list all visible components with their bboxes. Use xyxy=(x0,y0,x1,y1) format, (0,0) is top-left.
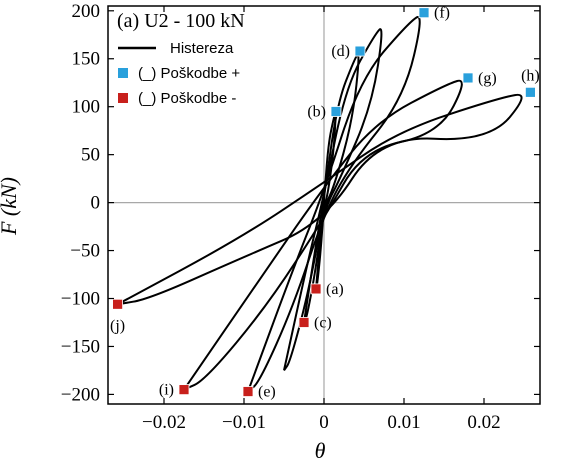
legend-marker-swatch xyxy=(118,68,128,78)
hysteresis-loop xyxy=(247,16,421,393)
x-axis-title: θ xyxy=(315,438,326,461)
legend-label: (_) Poškodbe + xyxy=(138,65,240,82)
y-tick-label: 200 xyxy=(72,1,101,22)
damage-marker-label: (b) xyxy=(307,103,326,120)
x-tick-label: 0.01 xyxy=(387,412,420,433)
y-tick-label: 0 xyxy=(91,193,101,214)
axis-ticks: −0.02 −0.01 0 0.01 0.02 −200 −150 −100 −50 0 50 100… xyxy=(61,1,540,433)
legend-label: Histereza xyxy=(170,40,234,57)
damage-marker xyxy=(354,45,366,57)
hysteresis-loop xyxy=(283,28,383,371)
hysteresis-loop xyxy=(183,79,463,391)
damage-marker-label: (a) xyxy=(326,281,344,298)
damage-marker xyxy=(525,86,536,98)
damage-marker xyxy=(330,106,342,117)
legend: Histereza (_) Poškodbe + (_) Poškodbe - xyxy=(118,40,240,107)
panel-title: (a) U2 - 100 kN xyxy=(117,10,245,32)
y-tick-label: −100 xyxy=(61,289,100,310)
hysteresis-loop xyxy=(303,53,360,323)
legend-marker-swatch xyxy=(118,93,128,103)
y-tick-label: 150 xyxy=(72,49,101,70)
hysteresis-curves xyxy=(117,16,523,393)
x-tick-label: −0.02 xyxy=(142,412,186,433)
legend-label: (_) Poškodbe - xyxy=(138,90,236,107)
damage-marker-label: (c) xyxy=(314,314,332,331)
damage-marker-label: (i) xyxy=(159,382,174,399)
y-tick-label: −150 xyxy=(61,336,100,357)
damage-marker-label: (d) xyxy=(331,43,350,60)
damage-marker-label: (g) xyxy=(478,70,497,87)
damage-markers: (a) (b) (c) (d) (e) (f) (g) (h) (i) (j) xyxy=(110,5,540,401)
damage-marker xyxy=(310,283,322,295)
y-tick-label: −50 xyxy=(70,241,100,262)
y-tick-label: 100 xyxy=(72,97,101,118)
damage-marker-label: (f) xyxy=(434,5,450,22)
y-tick-label: −200 xyxy=(61,384,100,405)
damage-marker xyxy=(242,386,254,397)
damage-marker xyxy=(178,384,190,396)
damage-marker-label: (e) xyxy=(258,384,276,401)
damage-marker-label: (j) xyxy=(110,317,125,334)
damage-marker xyxy=(418,7,430,19)
damage-marker-label: (h) xyxy=(521,67,540,84)
y-tick-label: 50 xyxy=(81,145,100,166)
damage-marker xyxy=(298,317,310,328)
damage-marker xyxy=(462,72,474,84)
hysteresis-loop xyxy=(117,93,523,306)
damage-marker xyxy=(112,298,123,310)
x-tick-label: 0 xyxy=(319,412,329,433)
x-tick-label: −0.01 xyxy=(222,412,266,433)
y-axis-title: F (kN) xyxy=(0,177,21,236)
x-tick-label: 0.02 xyxy=(467,412,500,433)
